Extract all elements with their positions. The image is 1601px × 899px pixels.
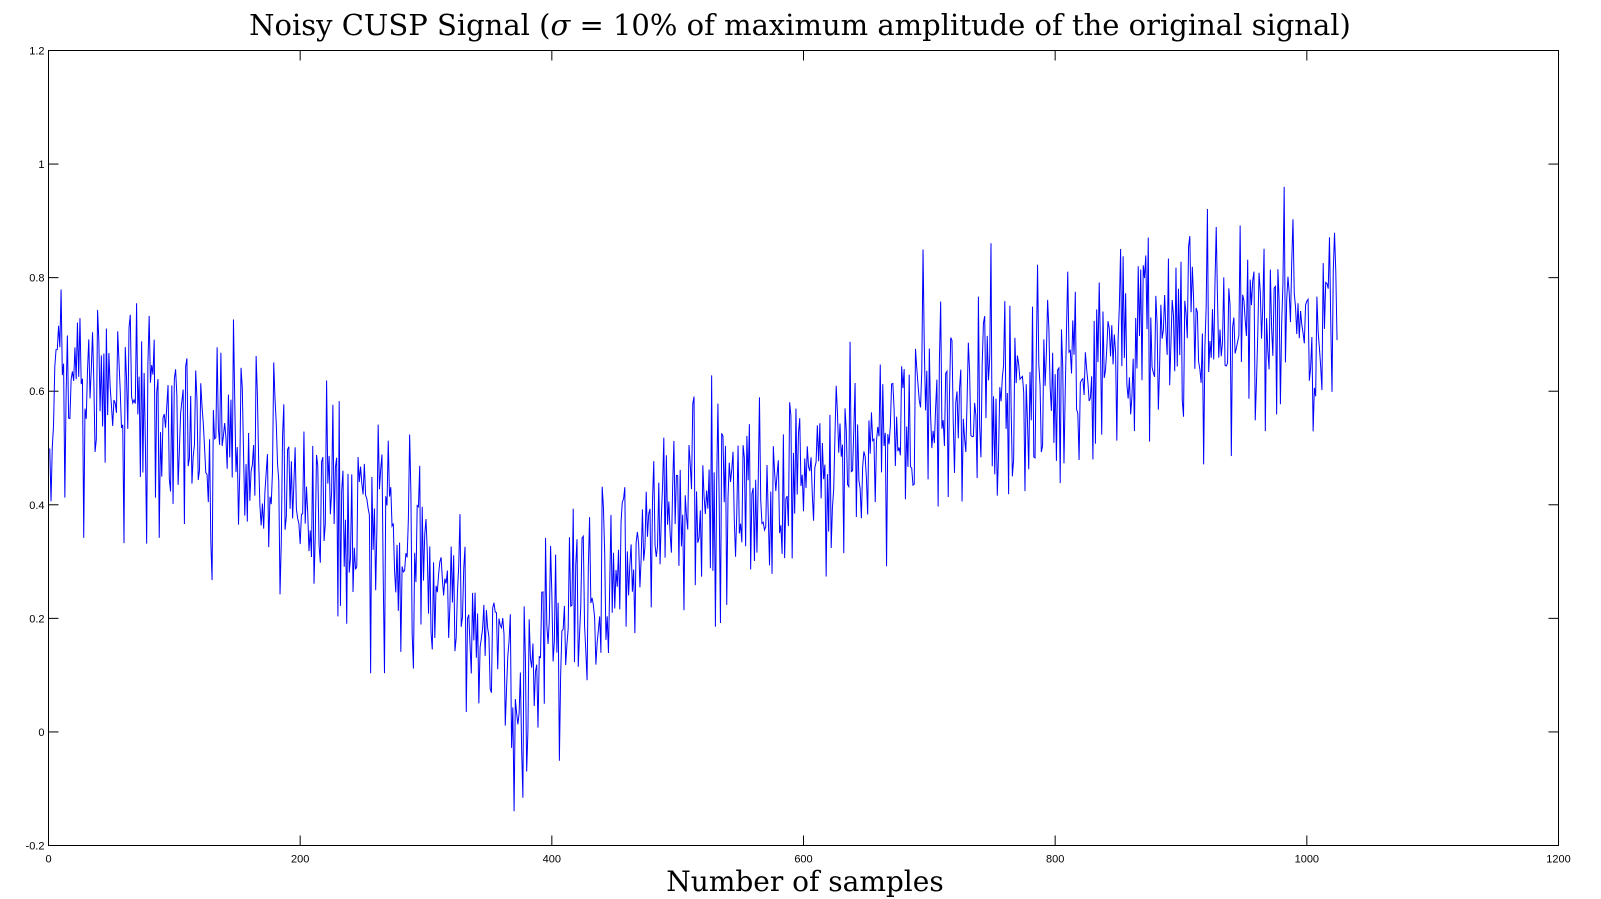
chart-title-prefix: Noisy CUSP Signal ( [249,8,550,42]
y-tick-label: 1.2 [29,46,44,58]
x-tick-label: 1000 [1295,854,1319,866]
chart-title-suffix: = 10% of maximum amplitude of the origin… [570,8,1351,42]
x-tick-label: 0 [45,854,51,866]
chart-title: Noisy CUSP Signal (σ = 10% of maximum am… [249,8,1351,42]
series-layer [49,186,1338,812]
x-tick-label: 800 [1046,854,1064,866]
y-tick-label: 0.8 [29,273,44,285]
x-tick-label: 400 [543,854,561,866]
y-tick-label: -0.2 [26,841,45,853]
x-axis-label: Number of samples [666,865,943,898]
y-tick-label: 0.4 [29,500,44,512]
y-tick-label: 0.6 [29,386,44,398]
signal-line [49,186,1338,812]
y-tick-label: 1 [38,159,44,171]
x-tick-label: 1200 [1546,854,1570,866]
chart-title-sigma: σ [550,8,571,42]
ticks-layer: 0 200 400 600 800 1000 1200-0.200.20.40.60.811… [26,46,1571,866]
x-tick-label: 200 [291,854,309,866]
plot-area [48,50,1559,846]
y-tick-label: 0 [38,727,44,739]
y-tick-label: 0.2 [29,613,44,625]
x-tick-label: 600 [794,854,812,866]
